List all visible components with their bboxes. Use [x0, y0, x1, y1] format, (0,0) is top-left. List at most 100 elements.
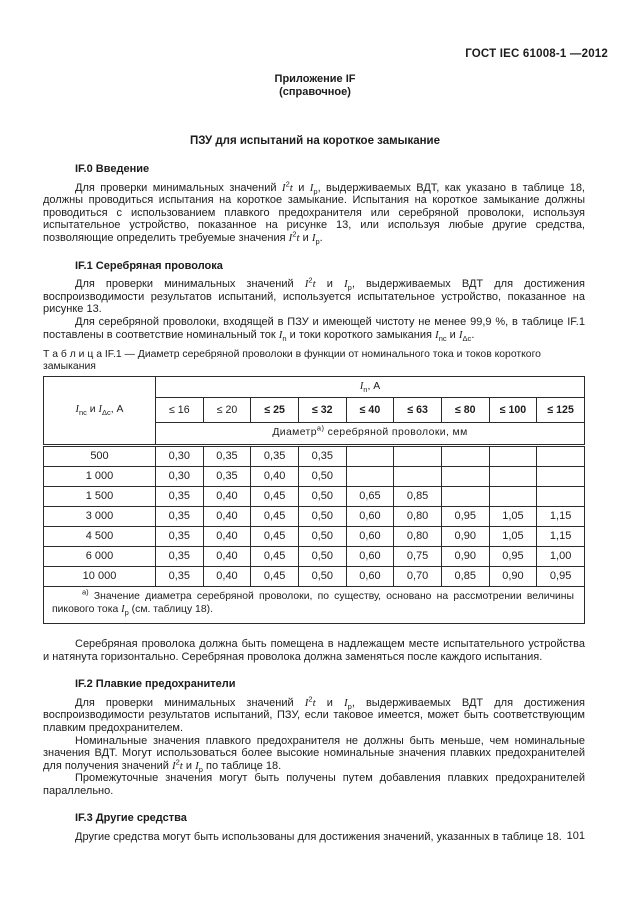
- table-row: 1 000 0,30 0,35 0,40 0,50: [43, 466, 585, 488]
- table-cell: 0,90: [440, 546, 490, 568]
- table-cell: 0,65: [345, 486, 395, 508]
- table-cell: 0,35: [297, 445, 347, 468]
- table-row: 500 0,30 0,35 0,35 0,35: [43, 445, 585, 468]
- table-cell: 0,50: [297, 526, 347, 548]
- table-cell: 0,35: [155, 486, 204, 508]
- paragraph-if3-1: Другие средства могут быть использованы …: [75, 831, 562, 844]
- table-cell: 0,95: [536, 566, 585, 588]
- table-cell: 0,80: [393, 526, 442, 548]
- table-cell: 0,70: [393, 566, 442, 588]
- table-cell: 0,90: [440, 526, 490, 548]
- table-col-header: ≤ 25: [250, 397, 299, 424]
- table-col-header: ≤ 16: [155, 397, 204, 424]
- table-cell: 0,35: [155, 526, 204, 548]
- table-header-row-cols: ≤ 16 ≤ 20 ≤ 25 ≤ 32 ≤ 40 ≤ 63 ≤ 80 ≤ 100…: [44, 397, 585, 424]
- table-cell: 0,90: [488, 566, 538, 588]
- table-cell: [536, 486, 585, 508]
- table-col-header: ≤ 125: [536, 397, 585, 424]
- table-col-header: ≤ 40: [345, 397, 395, 424]
- table-cell: 0,45: [250, 526, 299, 548]
- table-row-label: 10 000: [43, 566, 156, 588]
- table-cell: 0,85: [393, 486, 442, 508]
- paragraph-if1-2: Для серебряной проволоки, входящей в ПЗУ…: [43, 315, 585, 343]
- table-subheader: Диаметра) серебряной проволоки, мм: [155, 422, 585, 448]
- table-row: 3 000 0,35 0,40 0,45 0,50 0,60 0,80 0,95…: [43, 506, 585, 528]
- table-cell: [440, 445, 490, 468]
- table-cell: 0,35: [155, 546, 204, 568]
- table-cell: 0,45: [250, 486, 299, 508]
- table-cell: [536, 466, 585, 488]
- table-cell: [345, 466, 395, 488]
- table-footnote-row: а) Значение диаметра серебряной проволок…: [43, 586, 585, 624]
- table-cell: [440, 486, 490, 508]
- table-span-header: In, А: [155, 376, 585, 399]
- table-cell: 1,15: [536, 506, 585, 528]
- table-row-label: 6 000: [43, 546, 156, 568]
- table-cell: 0,35: [202, 466, 252, 488]
- table-cell: 0,85: [440, 566, 490, 588]
- table-cell: 0,50: [297, 466, 347, 488]
- table-cell: 0,75: [393, 546, 442, 568]
- paragraph-if1-1: Для проверки минимальных значений I2t и …: [43, 275, 585, 316]
- table-caption: Т а б л и ц а IF.1 — Диаметр серебряной …: [43, 349, 541, 373]
- annex-label: Приложение IF: [274, 73, 356, 85]
- table-cell: 0,50: [297, 506, 347, 528]
- table-cell: 0,30: [155, 445, 204, 468]
- table-cell: [488, 445, 538, 468]
- table-cell: 0,95: [440, 506, 490, 528]
- table-cell: 0,35: [202, 445, 252, 468]
- paragraph-if2-3: Промежуточные значения могут быть получе…: [43, 772, 585, 797]
- table-cell: 0,45: [250, 506, 299, 528]
- table-cell: 0,45: [250, 546, 299, 568]
- table-cell: 0,30: [155, 466, 204, 488]
- paragraph-if0-1: Для проверки минимальных значений I2t и …: [43, 178, 585, 247]
- table-cell: 1,15: [536, 526, 585, 548]
- table-col-header: ≤ 80: [440, 397, 490, 424]
- table-cell: [440, 466, 490, 488]
- table-row-label: 3 000: [43, 506, 156, 528]
- table-cell: 0,60: [345, 566, 395, 588]
- table-cell: 0,40: [250, 466, 299, 488]
- table-cell: 0,40: [202, 506, 252, 528]
- table-col-header: ≤ 32: [297, 397, 347, 424]
- document-content: IF.0 Введение Для проверки минимальных з…: [0, 163, 630, 844]
- table-cell: 0,50: [297, 566, 347, 588]
- table-cell: 0,45: [250, 566, 299, 588]
- table-cell: 0,60: [345, 546, 395, 568]
- table-cell: 0,50: [297, 546, 347, 568]
- table-corner-cell: Inc и IΔc, А: [43, 376, 156, 448]
- page-title: ПЗУ для испытаний на короткое замыкание: [189, 135, 441, 147]
- table-row: 6 000 0,35 0,40 0,45 0,50 0,60 0,75 0,90…: [43, 546, 585, 568]
- table-row-label: 1 500: [43, 486, 156, 508]
- table-footnote: а) Значение диаметра серебряной проволок…: [43, 586, 585, 624]
- annex-block: Приложение IF (справочное): [0, 73, 630, 99]
- table-cell: 0,40: [202, 546, 252, 568]
- table-cell: 0,40: [202, 526, 252, 548]
- table-header-row-span: Inc и IΔc, А In, А: [43, 376, 585, 448]
- table-cell: [488, 466, 538, 488]
- section-heading-if0: IF.0 Введение: [75, 163, 150, 175]
- table-row: 1 500 0,35 0,40 0,45 0,50 0,65 0,85: [43, 486, 585, 508]
- annex-kind: (справочное): [279, 86, 351, 98]
- table-cell: [345, 445, 395, 468]
- table-cell: 0,80: [393, 506, 442, 528]
- table-cell: 0,50: [297, 486, 347, 508]
- table-cell: 0,60: [345, 506, 395, 528]
- paragraph-if1-3: Серебряная проволока должна быть помещен…: [43, 637, 585, 663]
- table-col-header: ≤ 100: [488, 397, 538, 424]
- section-heading-if3: IF.3 Другие средства: [75, 812, 187, 825]
- table-cell: 1,05: [488, 506, 538, 528]
- table-if1: Inc и IΔc, А In, А ≤ 16 ≤ 20 ≤ 25 ≤ 32 ≤…: [43, 376, 585, 624]
- table-cell: 0,35: [250, 445, 299, 468]
- table-cell: [536, 445, 585, 468]
- page-number: 101: [566, 830, 585, 842]
- table-row-label: 4 500: [43, 526, 156, 548]
- paragraph-if2-1: Для проверки минимальных значений I2t и …: [43, 694, 585, 734]
- table-cell: [393, 445, 442, 468]
- table-cell: [393, 466, 442, 488]
- table-col-header: ≤ 20: [202, 397, 252, 424]
- table-cell: 0,35: [155, 506, 204, 528]
- table-cell: 1,00: [536, 546, 585, 568]
- section-heading-if1: IF.1 Серебряная проволока: [75, 259, 223, 272]
